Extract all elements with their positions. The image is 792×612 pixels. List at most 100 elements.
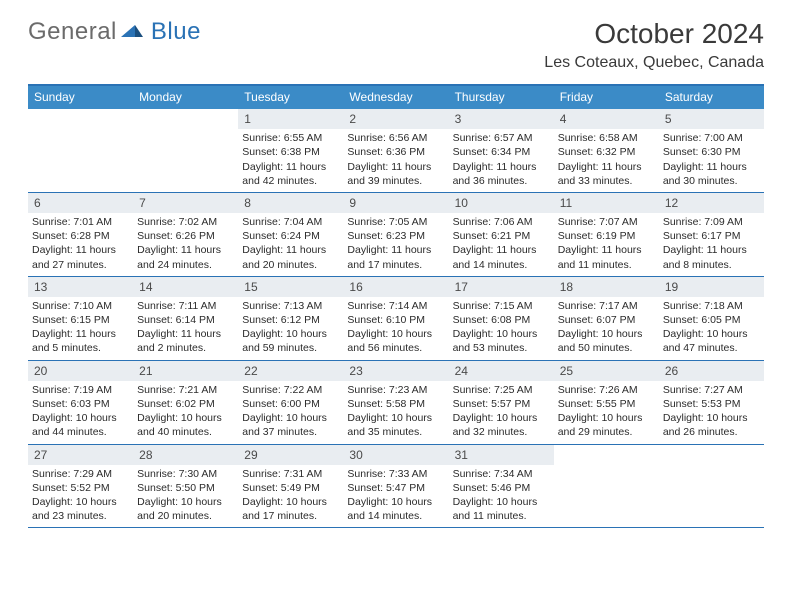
- day-number: 3: [449, 109, 554, 129]
- day-info: Sunrise: 7:14 AMSunset: 6:10 PMDaylight:…: [347, 299, 444, 356]
- page-title: October 2024: [544, 18, 764, 50]
- day-info: Sunrise: 7:05 AMSunset: 6:23 PMDaylight:…: [347, 215, 444, 272]
- day-number: 21: [133, 361, 238, 381]
- day-info: Sunrise: 7:07 AMSunset: 6:19 PMDaylight:…: [558, 215, 655, 272]
- day-info: Sunrise: 7:01 AMSunset: 6:28 PMDaylight:…: [32, 215, 129, 272]
- day-number: 26: [659, 361, 764, 381]
- day-info: Sunrise: 7:23 AMSunset: 5:58 PMDaylight:…: [347, 383, 444, 440]
- day-number: 2: [343, 109, 448, 129]
- day-cell: 16Sunrise: 7:14 AMSunset: 6:10 PMDayligh…: [343, 277, 448, 360]
- day-cell: .: [28, 109, 133, 192]
- day-info: Sunrise: 6:55 AMSunset: 6:38 PMDaylight:…: [242, 131, 339, 188]
- day-header: Saturday: [659, 86, 764, 109]
- day-number: 22: [238, 361, 343, 381]
- day-info: Sunrise: 7:18 AMSunset: 6:05 PMDaylight:…: [663, 299, 760, 356]
- day-cell: 12Sunrise: 7:09 AMSunset: 6:17 PMDayligh…: [659, 193, 764, 276]
- day-cell: 5Sunrise: 7:00 AMSunset: 6:30 PMDaylight…: [659, 109, 764, 192]
- day-info: Sunrise: 7:02 AMSunset: 6:26 PMDaylight:…: [137, 215, 234, 272]
- day-number: 11: [554, 193, 659, 213]
- day-cell: 15Sunrise: 7:13 AMSunset: 6:12 PMDayligh…: [238, 277, 343, 360]
- day-cell: 25Sunrise: 7:26 AMSunset: 5:55 PMDayligh…: [554, 361, 659, 444]
- day-number: 19: [659, 277, 764, 297]
- day-info: Sunrise: 7:00 AMSunset: 6:30 PMDaylight:…: [663, 131, 760, 188]
- day-number: 4: [554, 109, 659, 129]
- day-cell: 28Sunrise: 7:30 AMSunset: 5:50 PMDayligh…: [133, 445, 238, 528]
- day-info: Sunrise: 7:06 AMSunset: 6:21 PMDaylight:…: [453, 215, 550, 272]
- triangle-icon: [121, 19, 143, 37]
- week-row: 20Sunrise: 7:19 AMSunset: 6:03 PMDayligh…: [28, 361, 764, 445]
- logo-text-gray: General: [28, 18, 117, 46]
- day-number: 25: [554, 361, 659, 381]
- day-header: Tuesday: [238, 86, 343, 109]
- day-info: Sunrise: 7:21 AMSunset: 6:02 PMDaylight:…: [137, 383, 234, 440]
- day-number: 27: [28, 445, 133, 465]
- logo-text-blue: Blue: [151, 18, 201, 46]
- day-header: Friday: [554, 86, 659, 109]
- day-info: Sunrise: 7:11 AMSunset: 6:14 PMDaylight:…: [137, 299, 234, 356]
- day-cell: 29Sunrise: 7:31 AMSunset: 5:49 PMDayligh…: [238, 445, 343, 528]
- day-cell: 6Sunrise: 7:01 AMSunset: 6:28 PMDaylight…: [28, 193, 133, 276]
- day-cell: .: [554, 445, 659, 528]
- day-info: Sunrise: 7:26 AMSunset: 5:55 PMDaylight:…: [558, 383, 655, 440]
- day-number: 16: [343, 277, 448, 297]
- day-number: 5: [659, 109, 764, 129]
- day-info: Sunrise: 7:15 AMSunset: 6:08 PMDaylight:…: [453, 299, 550, 356]
- day-number: 24: [449, 361, 554, 381]
- week-row: ..1Sunrise: 6:55 AMSunset: 6:38 PMDaylig…: [28, 109, 764, 193]
- day-header: Thursday: [449, 86, 554, 109]
- day-cell: 20Sunrise: 7:19 AMSunset: 6:03 PMDayligh…: [28, 361, 133, 444]
- day-number: 12: [659, 193, 764, 213]
- day-cell: 23Sunrise: 7:23 AMSunset: 5:58 PMDayligh…: [343, 361, 448, 444]
- day-cell: 1Sunrise: 6:55 AMSunset: 6:38 PMDaylight…: [238, 109, 343, 192]
- day-number: 1: [238, 109, 343, 129]
- week-row: 27Sunrise: 7:29 AMSunset: 5:52 PMDayligh…: [28, 445, 764, 529]
- day-number: 18: [554, 277, 659, 297]
- day-number: 13: [28, 277, 133, 297]
- day-cell: 4Sunrise: 6:58 AMSunset: 6:32 PMDaylight…: [554, 109, 659, 192]
- location: Les Coteaux, Quebec, Canada: [544, 54, 764, 72]
- day-number: 8: [238, 193, 343, 213]
- day-cell: 18Sunrise: 7:17 AMSunset: 6:07 PMDayligh…: [554, 277, 659, 360]
- day-info: Sunrise: 6:58 AMSunset: 6:32 PMDaylight:…: [558, 131, 655, 188]
- day-cell: 9Sunrise: 7:05 AMSunset: 6:23 PMDaylight…: [343, 193, 448, 276]
- day-info: Sunrise: 7:34 AMSunset: 5:46 PMDaylight:…: [453, 467, 550, 524]
- day-number: 17: [449, 277, 554, 297]
- day-cell: 21Sunrise: 7:21 AMSunset: 6:02 PMDayligh…: [133, 361, 238, 444]
- day-cell: 10Sunrise: 7:06 AMSunset: 6:21 PMDayligh…: [449, 193, 554, 276]
- day-cell: 3Sunrise: 6:57 AMSunset: 6:34 PMDaylight…: [449, 109, 554, 192]
- day-info: Sunrise: 7:13 AMSunset: 6:12 PMDaylight:…: [242, 299, 339, 356]
- day-header: Wednesday: [343, 86, 448, 109]
- day-info: Sunrise: 7:27 AMSunset: 5:53 PMDaylight:…: [663, 383, 760, 440]
- day-number: 10: [449, 193, 554, 213]
- day-number: 9: [343, 193, 448, 213]
- title-block: October 2024 Les Coteaux, Quebec, Canada: [544, 18, 764, 72]
- day-cell: .: [659, 445, 764, 528]
- day-cell: 13Sunrise: 7:10 AMSunset: 6:15 PMDayligh…: [28, 277, 133, 360]
- day-number: 28: [133, 445, 238, 465]
- week-row: 13Sunrise: 7:10 AMSunset: 6:15 PMDayligh…: [28, 277, 764, 361]
- day-info: Sunrise: 6:56 AMSunset: 6:36 PMDaylight:…: [347, 131, 444, 188]
- day-info: Sunrise: 6:57 AMSunset: 6:34 PMDaylight:…: [453, 131, 550, 188]
- day-number: 23: [343, 361, 448, 381]
- week-row: 6Sunrise: 7:01 AMSunset: 6:28 PMDaylight…: [28, 193, 764, 277]
- calendar: SundayMondayTuesdayWednesdayThursdayFrid…: [28, 84, 764, 528]
- day-info: Sunrise: 7:33 AMSunset: 5:47 PMDaylight:…: [347, 467, 444, 524]
- day-info: Sunrise: 7:19 AMSunset: 6:03 PMDaylight:…: [32, 383, 129, 440]
- day-info: Sunrise: 7:09 AMSunset: 6:17 PMDaylight:…: [663, 215, 760, 272]
- day-header: Monday: [133, 86, 238, 109]
- day-cell: 24Sunrise: 7:25 AMSunset: 5:57 PMDayligh…: [449, 361, 554, 444]
- day-header: Sunday: [28, 86, 133, 109]
- day-number: 14: [133, 277, 238, 297]
- day-cell: 14Sunrise: 7:11 AMSunset: 6:14 PMDayligh…: [133, 277, 238, 360]
- day-cell: 31Sunrise: 7:34 AMSunset: 5:46 PMDayligh…: [449, 445, 554, 528]
- day-info: Sunrise: 7:17 AMSunset: 6:07 PMDaylight:…: [558, 299, 655, 356]
- day-number: 15: [238, 277, 343, 297]
- day-info: Sunrise: 7:10 AMSunset: 6:15 PMDaylight:…: [32, 299, 129, 356]
- day-number: 29: [238, 445, 343, 465]
- day-cell: 19Sunrise: 7:18 AMSunset: 6:05 PMDayligh…: [659, 277, 764, 360]
- day-cell: .: [133, 109, 238, 192]
- day-info: Sunrise: 7:31 AMSunset: 5:49 PMDaylight:…: [242, 467, 339, 524]
- day-cell: 17Sunrise: 7:15 AMSunset: 6:08 PMDayligh…: [449, 277, 554, 360]
- day-cell: 27Sunrise: 7:29 AMSunset: 5:52 PMDayligh…: [28, 445, 133, 528]
- day-cell: 26Sunrise: 7:27 AMSunset: 5:53 PMDayligh…: [659, 361, 764, 444]
